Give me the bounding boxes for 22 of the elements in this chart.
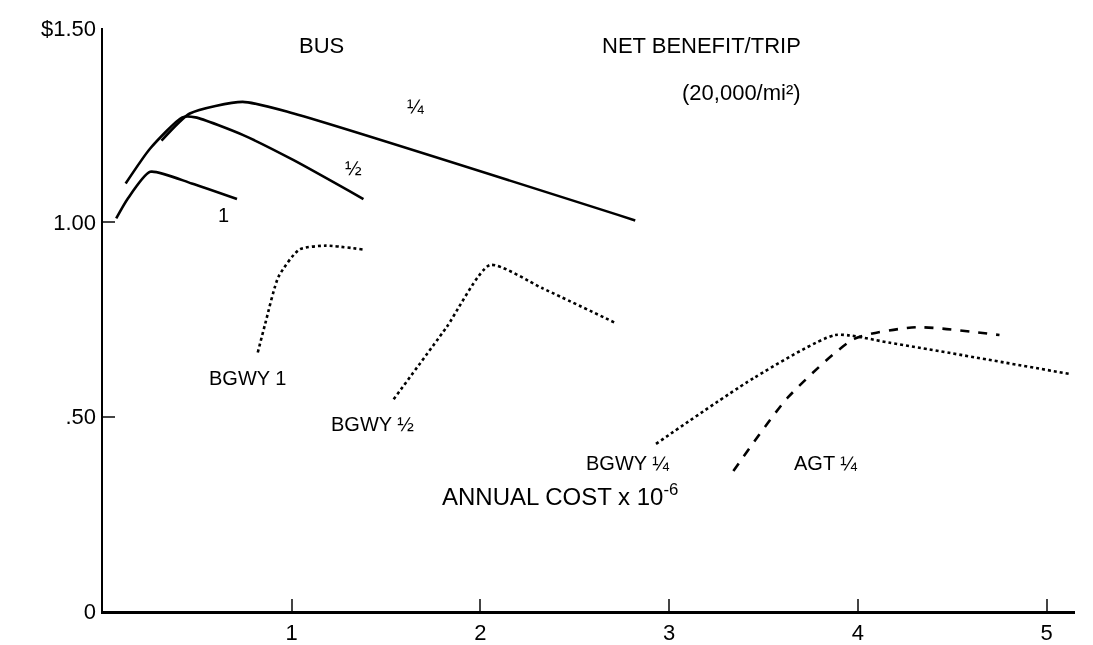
series-label: 1 <box>218 204 230 226</box>
series-label: ¼ <box>407 95 424 117</box>
x-tick-label: 1 <box>285 619 298 645</box>
series-label: ½ <box>345 157 362 179</box>
line-series <box>114 170 239 220</box>
chart-title: NET BENEFIT/TRIP <box>602 33 801 58</box>
series-label: AGT ¼ <box>794 452 858 474</box>
line-series <box>256 244 365 354</box>
x-axis-title: ANNUAL COST x 10$^{-6}$ <box>442 480 679 511</box>
series-label: BGWY ½ <box>331 413 415 435</box>
x-tick-label: 5 <box>1040 619 1053 645</box>
text: (20,000/mi²) <box>682 80 801 105</box>
y-tick-label: 1.00 <box>53 210 97 236</box>
series-label: BGWY ¼ <box>586 452 670 474</box>
y-tick-label: 0 <box>83 598 97 624</box>
x-tick-label: 2 <box>474 619 487 645</box>
annotation: BUS <box>299 33 345 58</box>
y-tick-label: $1.50 <box>41 15 97 41</box>
series-label: BGWY 1 <box>209 367 287 389</box>
y-tick-label: .50 <box>65 404 97 430</box>
x-tick-label: 4 <box>851 619 865 645</box>
x-tick-label: 3 <box>663 619 676 645</box>
